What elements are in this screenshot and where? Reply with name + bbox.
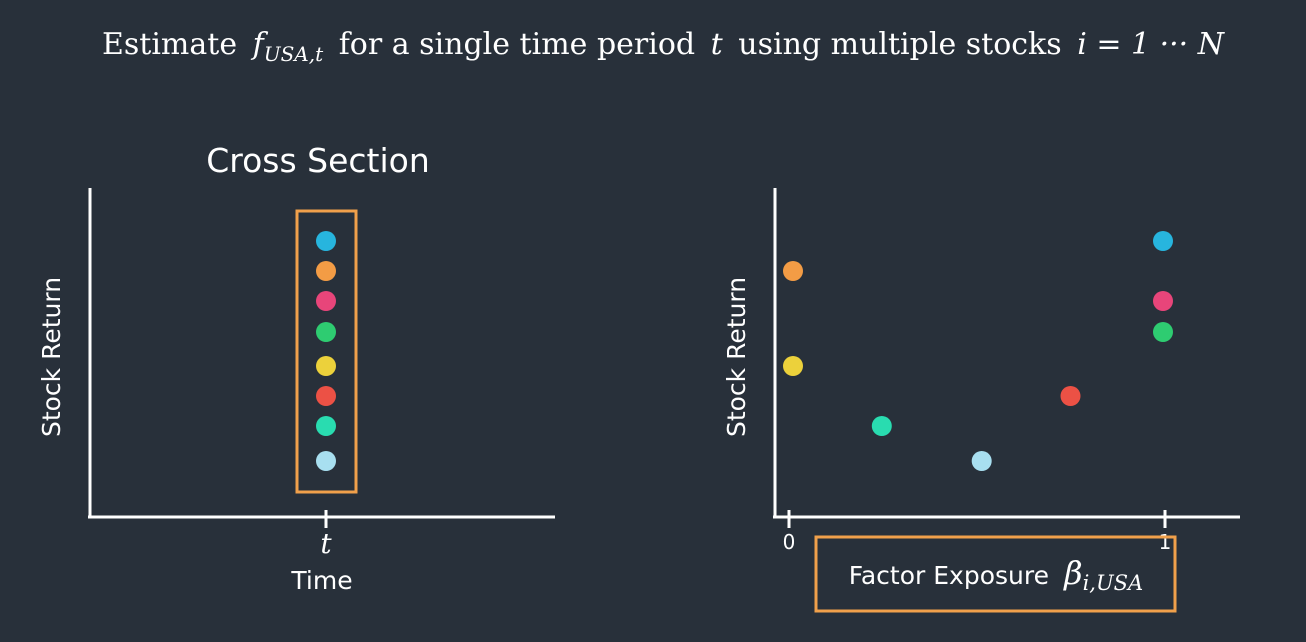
cross-section-chart: Cross Section Stock Return t Time [37,141,555,595]
header-range: i = 1 ··· N [1077,27,1226,62]
data-point-2 [783,356,803,376]
data-point-3 [871,416,892,436]
data-points [783,231,1173,471]
x-tick-label-1: 1 [1159,530,1172,554]
data-point-5 [316,356,336,376]
x-tick-label-0: 0 [783,530,796,554]
data-point-1 [783,261,803,281]
time-period-highlight-box [295,209,358,494]
header-post: using multiple stocks [738,27,1061,62]
data-point-5 [1060,386,1081,406]
factor-exposure-highlight-box [814,535,1177,613]
y-axis-label: Stock Return [722,277,751,437]
data-point-4 [971,451,992,471]
factor-exposure-chart: 0 1 Stock Return Factor Exposure βi,USA [722,188,1240,613]
data-point-3 [316,291,336,311]
data-points [316,231,336,471]
data-point-8 [1153,322,1173,342]
header-equation: Estimate fUSA,t for a single time period… [102,27,1226,69]
header-mid: for a single time period [339,27,695,62]
data-point-4 [316,322,336,342]
x-axis-label: Factor Exposure βi,USA [849,554,1143,595]
data-point-7 [316,416,336,436]
data-point-1 [316,231,336,251]
x-tick-label: t [320,527,332,560]
beta-symbol: β [1063,554,1083,592]
header-t-symbol: t [711,27,724,62]
beta-subscript: i,USA [1083,571,1144,595]
y-axis-label: Stock Return [37,277,66,437]
x-axis-label-text: Factor Exposure [849,561,1049,590]
chart-title: Cross Section [206,141,430,180]
data-point-6 [1153,231,1173,251]
data-point-8 [316,451,336,471]
header-pre: Estimate [102,27,237,62]
data-point-2 [316,261,336,281]
x-axis-label: Time [290,566,352,595]
data-point-6 [316,386,336,406]
header-f-subscript: USA,t [264,42,324,66]
data-point-7 [1153,291,1173,311]
